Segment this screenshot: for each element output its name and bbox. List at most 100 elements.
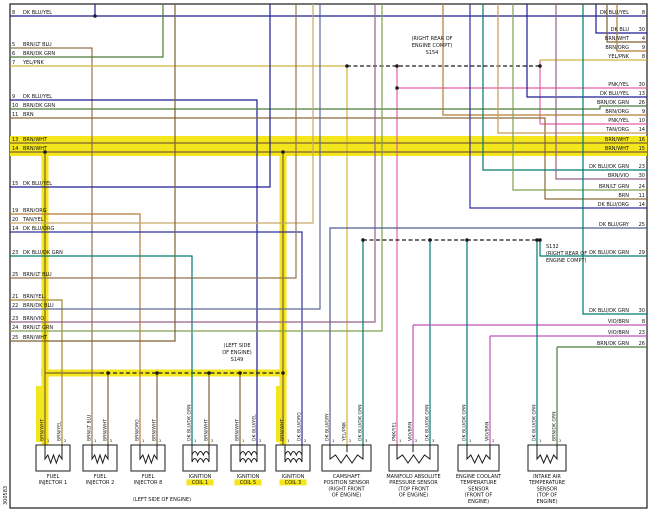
fuel-injector-1-box	[35, 444, 71, 472]
right-wire-label: BRN/VIO	[608, 173, 629, 179]
right-pin-number: 14	[639, 202, 645, 208]
intake-air-temperature-sensor-wire-label: BRN/DK GRN	[552, 411, 558, 441]
left-bank-caption: (LEFT SIDE OF ENGINE)	[133, 497, 191, 503]
engine-coolant-temperature-sensor-pin-number: 1	[469, 438, 472, 443]
map-sensor-label: PRESSURE SENSOR	[389, 480, 438, 486]
left-pin-number: 8	[12, 10, 15, 16]
wire	[539, 240, 647, 257]
fuel-injector-1-injector-symbol	[44, 452, 63, 465]
fuel-injector-2-injector-symbol	[91, 452, 109, 465]
ignition-coil-3-wire-label: DK BLU/ORG	[297, 412, 303, 441]
right-pin-number: 16	[639, 137, 645, 143]
engine-coolant-temperature-sensor-label: (FRONT OF	[465, 493, 493, 499]
intake-air-temperature-sensor-sensor-symbol	[536, 452, 558, 465]
ignition-coil-5-coil-symbol	[239, 451, 258, 457]
splice-s132-label: (RIGHT REAR OF	[546, 251, 587, 257]
left-pin-number: 21	[12, 294, 18, 300]
right-wire-label: DK BLU/DK GRN	[589, 250, 629, 256]
junction-dot	[106, 371, 110, 375]
left-wire-label: DK BLU/YEL	[23, 94, 52, 100]
wire	[10, 4, 176, 342]
left-pin-number: 25	[12, 272, 18, 278]
wire	[497, 4, 647, 134]
wire	[555, 4, 647, 180]
wire	[10, 4, 321, 310]
ignition-coil-3-pin-number: 2	[304, 438, 307, 443]
highlight-wire-label	[36, 386, 45, 442]
fuel-injector-1-wire-label: BRN/WHT	[40, 419, 46, 441]
junction-dot	[361, 238, 365, 242]
camshaft-position-sensor-label: OF ENGINE)	[332, 493, 362, 499]
right-pin-number: 24	[639, 184, 645, 190]
junction-dot	[43, 150, 47, 154]
intake-air-temperature-sensor-label: (TOP OF	[537, 493, 557, 499]
fuel-injector-8-label: INJECTOR 8	[134, 480, 163, 486]
wire	[582, 4, 647, 315]
left-pin-number: 24	[12, 325, 18, 331]
right-pin-number: 11	[639, 193, 645, 199]
map-sensor-label: MANIFOLD ABSOLUTE	[386, 474, 440, 480]
fuel-injector-8-label: FUEL	[142, 474, 155, 480]
map-sensor-pin-number: 1	[399, 438, 402, 443]
intake-air-temperature-sensor-pin-number: 2	[559, 438, 562, 443]
left-pin-number: 14	[12, 146, 18, 152]
junction-dot	[395, 64, 399, 68]
wire	[10, 4, 271, 188]
fuel-injector-8-pin-number: 2	[159, 438, 162, 443]
wire	[526, 4, 647, 98]
splice-s132-label: S132	[546, 244, 559, 250]
fuel-injector-1-wire-label: BRN/YEL	[57, 421, 63, 441]
right-pin-number: 8	[642, 319, 645, 325]
ignition-coil-3-coil-symbol	[284, 451, 303, 457]
junction-dot	[538, 238, 542, 242]
splice-s154-label: ENGINE COMPT)	[412, 43, 453, 49]
right-pin-number: 30	[639, 308, 645, 314]
ignition-coil-3-coil-symbol	[284, 458, 303, 464]
right-wire-label: BRN/DK GRN	[597, 100, 629, 106]
left-pin-number: 13	[12, 137, 18, 143]
corner-code: 300583	[3, 486, 9, 505]
highlight-band	[10, 136, 647, 156]
left-wire-label: DK BLU/YEL	[23, 10, 52, 16]
ignition-coil-5-wire-label: DK BLU/YEL	[252, 414, 258, 441]
map-sensor-label: OF ENGINE)	[399, 493, 429, 499]
ignition-coil-3-pin-number: 1	[287, 438, 290, 443]
fuel-injector-2-pin-number: 2	[110, 438, 113, 443]
fuel-injector-2-label: FUEL	[94, 474, 107, 480]
right-wire-label: BRN/DK GRN	[597, 341, 629, 347]
wire	[10, 105, 647, 110]
splice-s149-label: S149	[231, 357, 244, 363]
right-pin-number: 30	[639, 27, 645, 33]
camshaft-position-sensor-wire-label: DK BLU/DK GRN	[358, 404, 364, 441]
junction-dot	[281, 150, 285, 154]
left-wire-label: BRN/DK BLU	[23, 303, 54, 309]
wire	[10, 4, 376, 323]
right-wire-label: VIO/BRN	[608, 319, 629, 325]
ignition-coil-1-label-highlight	[186, 479, 214, 486]
junction-dot	[395, 86, 399, 90]
fuel-injector-8-pin-number: 1	[142, 438, 145, 443]
camshaft-position-sensor-wire-label: DK BLU/GRY	[325, 413, 331, 441]
wire	[10, 299, 63, 445]
left-pin-number: 14	[12, 226, 18, 232]
right-pin-number: 30	[639, 82, 645, 88]
wire	[329, 227, 647, 445]
camshaft-position-sensor-wire-label: YEL/PNK	[342, 421, 348, 442]
wire	[442, 4, 647, 116]
fuel-injector-2-label: INJECTOR 2	[86, 480, 115, 486]
left-wire-label: BRN/DK GRN	[23, 51, 55, 57]
ignition-coil-3-label: COIL 3	[285, 480, 301, 486]
right-wire-label: YEL/PNK	[607, 54, 629, 60]
map-sensor-sensor-symbol	[396, 452, 431, 464]
left-wire-label: YEL/PNK	[22, 60, 44, 66]
fuel-injector-8-wire-label: BRN/WHT	[152, 419, 158, 441]
intake-air-temperature-sensor-pin-number: 1	[539, 438, 542, 443]
ignition-coil-1-pin-number: 2	[211, 438, 214, 443]
fuel-injector-8-box	[130, 444, 166, 472]
left-wire-label: DK BLU/DK GRN	[23, 250, 63, 256]
ignition-coil-5-coil-symbol	[239, 458, 258, 464]
left-pin-number: 5	[12, 42, 15, 48]
wire	[10, 47, 93, 445]
